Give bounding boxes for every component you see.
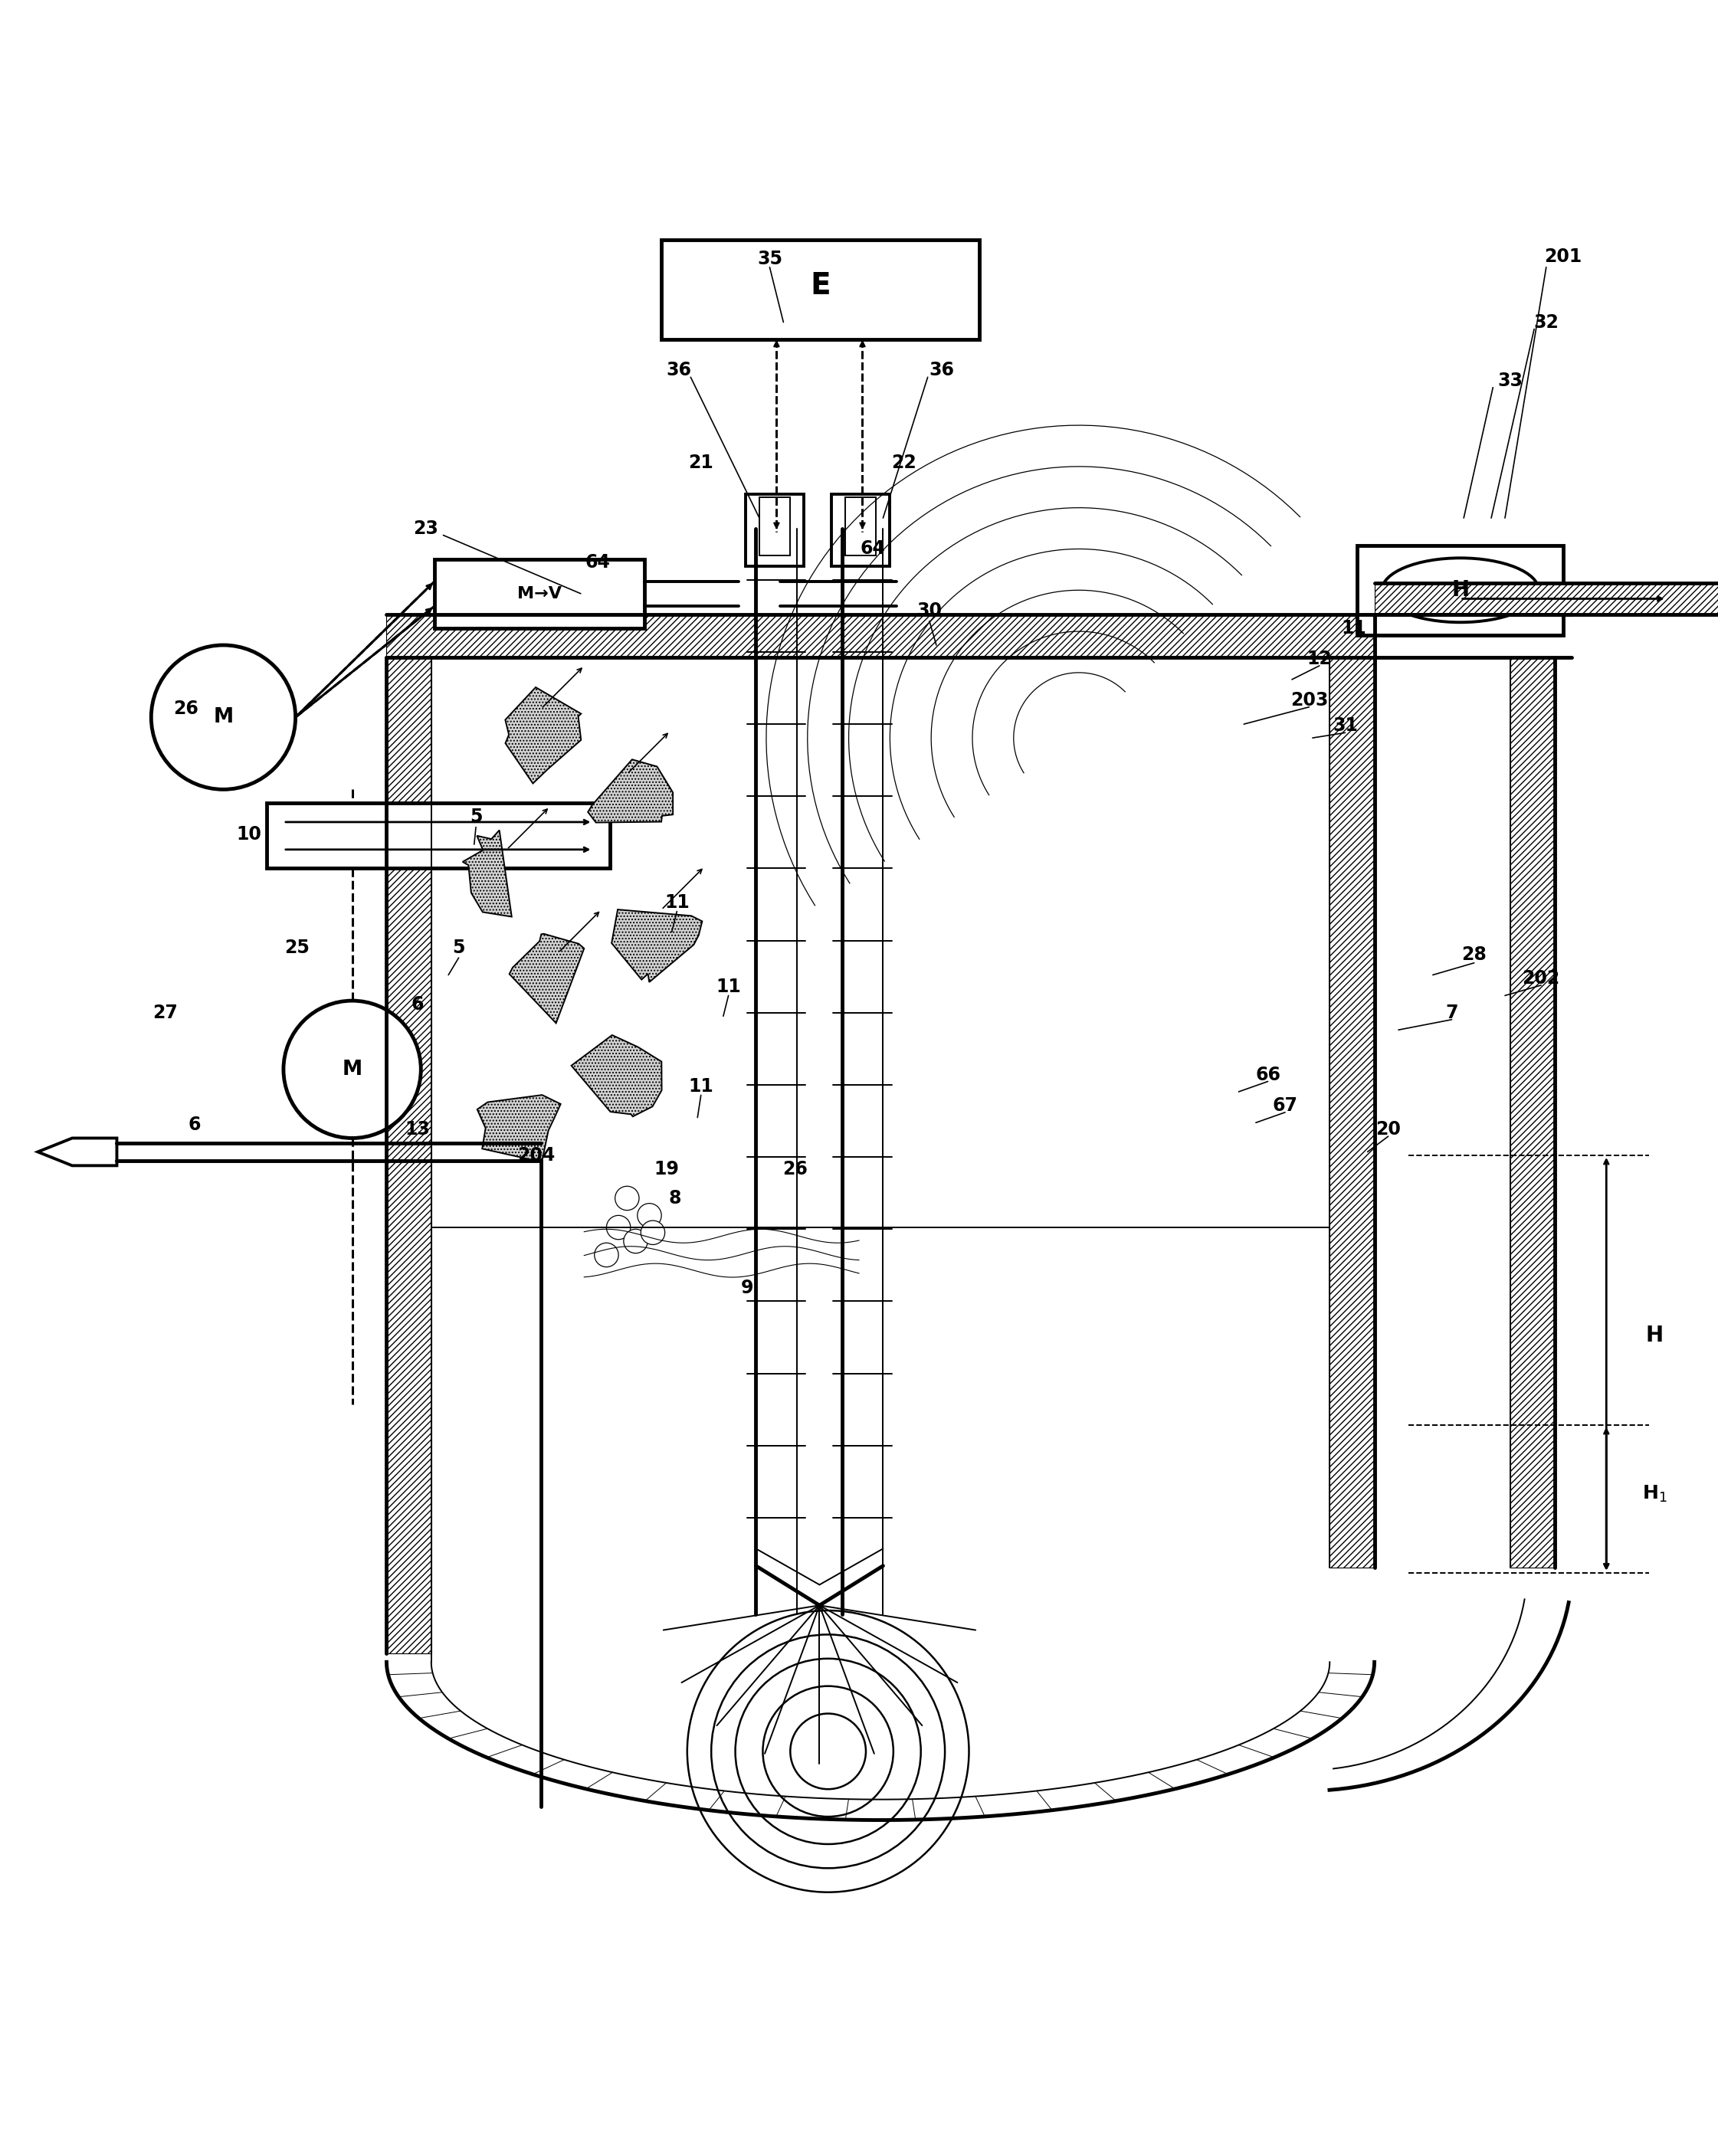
Text: 11: 11 bbox=[1342, 619, 1366, 638]
Text: 27: 27 bbox=[153, 1003, 177, 1022]
Text: M→V: M→V bbox=[517, 586, 562, 602]
Text: 6: 6 bbox=[411, 994, 424, 1013]
Text: H$_1$: H$_1$ bbox=[1642, 1483, 1666, 1503]
Text: 203: 203 bbox=[1290, 690, 1328, 709]
Polygon shape bbox=[612, 910, 703, 983]
Circle shape bbox=[641, 1220, 665, 1244]
Text: 21: 21 bbox=[689, 455, 713, 472]
Text: 7: 7 bbox=[1445, 1003, 1459, 1022]
Text: 13: 13 bbox=[405, 1121, 430, 1138]
Text: 20: 20 bbox=[1376, 1121, 1400, 1138]
Polygon shape bbox=[478, 1095, 560, 1162]
Bar bbox=[387, 614, 1374, 658]
Text: 5: 5 bbox=[452, 938, 466, 957]
Bar bbox=[1374, 584, 1718, 614]
Circle shape bbox=[594, 1242, 618, 1268]
Bar bbox=[266, 804, 610, 869]
Text: 6: 6 bbox=[187, 1115, 201, 1134]
Circle shape bbox=[615, 1186, 639, 1210]
Text: 26: 26 bbox=[783, 1160, 807, 1177]
Text: 64: 64 bbox=[861, 539, 885, 558]
Text: 67: 67 bbox=[1273, 1095, 1297, 1115]
Text: 25: 25 bbox=[285, 938, 309, 957]
Polygon shape bbox=[38, 1138, 117, 1166]
Text: 36: 36 bbox=[667, 360, 691, 379]
Polygon shape bbox=[572, 1035, 661, 1117]
Text: 201: 201 bbox=[1544, 248, 1582, 265]
Text: 8: 8 bbox=[668, 1190, 682, 1207]
Text: M: M bbox=[213, 707, 234, 727]
Bar bbox=[387, 658, 431, 1654]
Text: 35: 35 bbox=[758, 250, 782, 267]
Bar bbox=[661, 239, 979, 338]
Text: 22: 22 bbox=[892, 455, 916, 472]
Text: 5: 5 bbox=[469, 808, 483, 826]
Text: 9: 9 bbox=[740, 1279, 754, 1296]
Text: 204: 204 bbox=[517, 1147, 555, 1164]
Text: 30: 30 bbox=[917, 602, 941, 621]
Circle shape bbox=[637, 1203, 661, 1227]
Text: H: H bbox=[1646, 1326, 1663, 1345]
Bar bbox=[759, 498, 790, 556]
Bar bbox=[832, 494, 890, 567]
Text: 19: 19 bbox=[655, 1160, 679, 1177]
Circle shape bbox=[151, 645, 295, 789]
Ellipse shape bbox=[1381, 558, 1539, 623]
Text: 28: 28 bbox=[1462, 944, 1486, 964]
Text: 202: 202 bbox=[1522, 970, 1560, 987]
Text: 12: 12 bbox=[1307, 649, 1331, 668]
Text: 11: 11 bbox=[689, 1078, 713, 1095]
Text: 66: 66 bbox=[1256, 1065, 1280, 1084]
Text: 32: 32 bbox=[1534, 313, 1558, 332]
Text: 31: 31 bbox=[1333, 716, 1357, 735]
Circle shape bbox=[624, 1229, 648, 1253]
Text: 33: 33 bbox=[1498, 371, 1522, 390]
Polygon shape bbox=[505, 688, 581, 783]
Text: E: E bbox=[811, 272, 830, 300]
Text: 23: 23 bbox=[414, 520, 438, 537]
Polygon shape bbox=[462, 830, 512, 916]
Text: 10: 10 bbox=[237, 826, 261, 843]
Text: 11: 11 bbox=[716, 979, 740, 996]
Bar bbox=[1330, 658, 1374, 1567]
Polygon shape bbox=[588, 759, 673, 824]
Text: M: M bbox=[342, 1059, 362, 1080]
Circle shape bbox=[606, 1216, 631, 1240]
Text: H: H bbox=[1452, 580, 1469, 602]
Bar bbox=[845, 498, 876, 556]
Bar bbox=[435, 558, 644, 627]
Circle shape bbox=[283, 1000, 421, 1138]
Bar bbox=[1357, 545, 1563, 634]
Text: 11: 11 bbox=[665, 893, 689, 912]
Text: 26: 26 bbox=[174, 699, 198, 718]
Text: 36: 36 bbox=[929, 360, 953, 379]
Bar bbox=[1510, 658, 1555, 1567]
Text: 64: 64 bbox=[586, 554, 610, 571]
Polygon shape bbox=[509, 934, 584, 1024]
Bar bbox=[746, 494, 804, 567]
